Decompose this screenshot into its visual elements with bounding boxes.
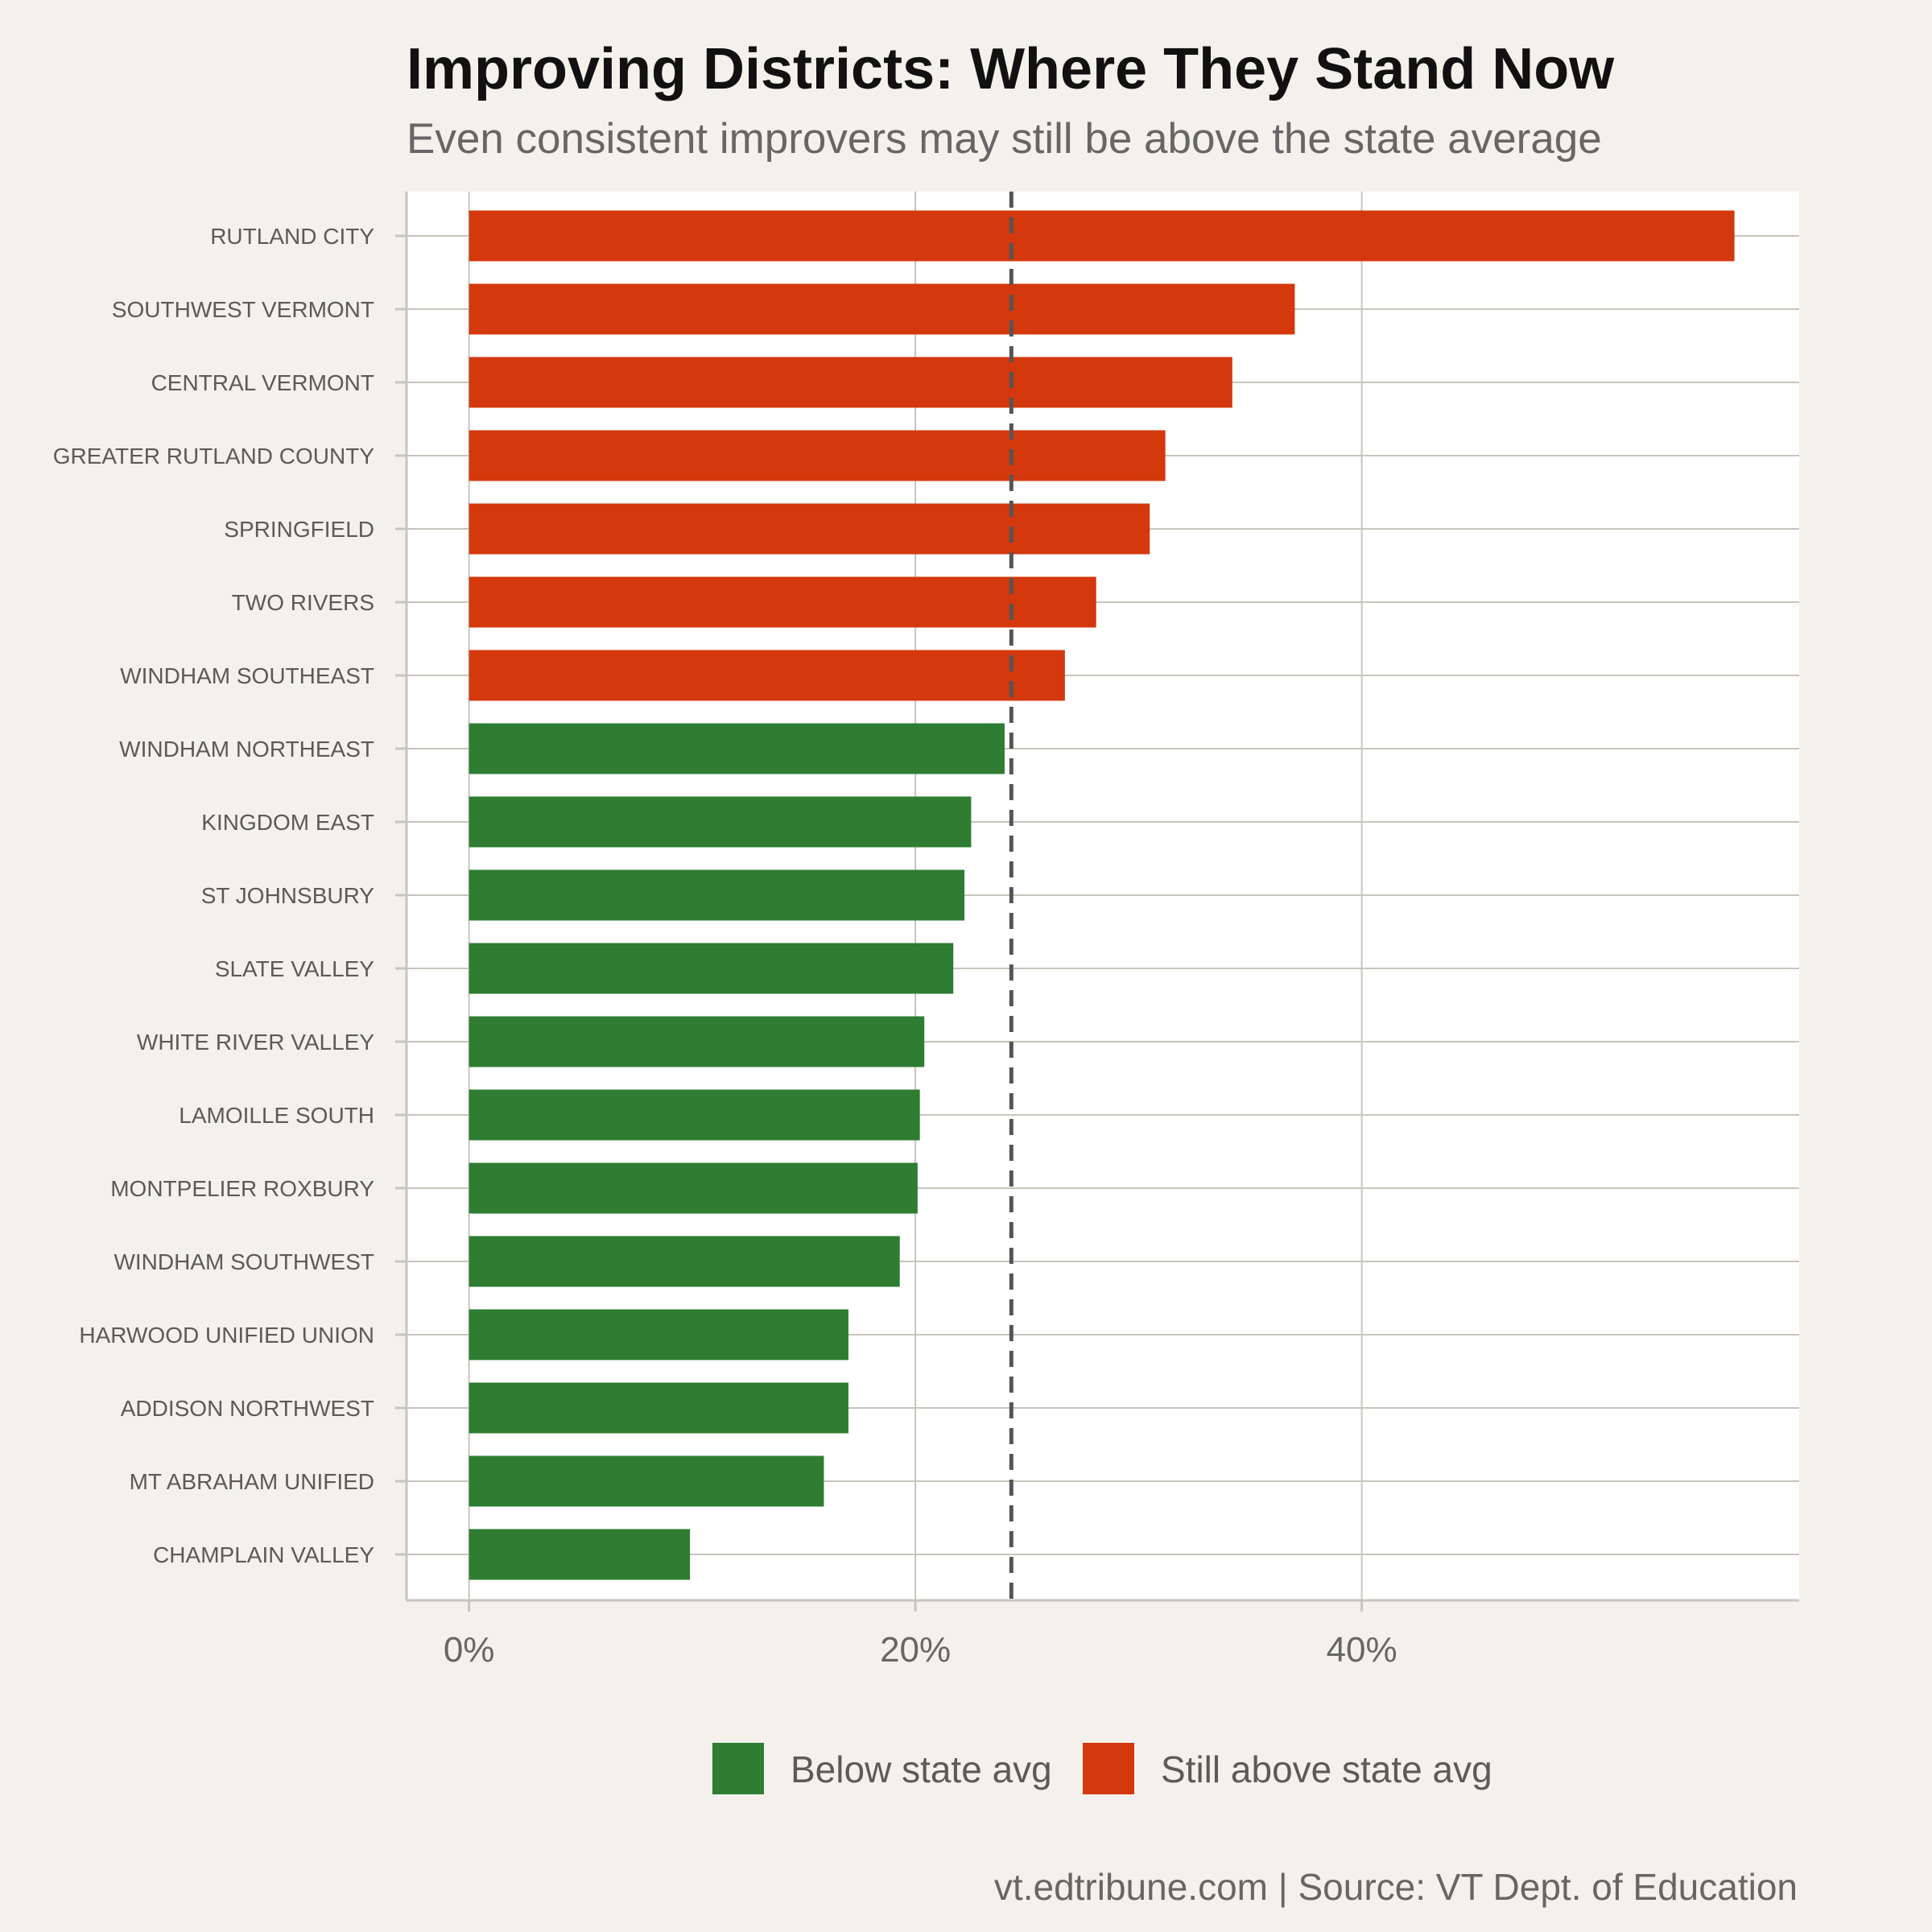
chart-subtitle: Even consistent improvers may still be a… bbox=[407, 115, 1602, 163]
bar-greater-rutland-county bbox=[469, 430, 1166, 481]
category-label: WHITE RIVER VALLEY bbox=[137, 1030, 374, 1055]
caption: vt.edtribune.com | Source: VT Dept. of E… bbox=[994, 1866, 1798, 1908]
category-label: SPRINGFIELD bbox=[224, 517, 374, 542]
x-tick-label: 40% bbox=[1327, 1630, 1397, 1670]
bar-lamoille-south bbox=[469, 1089, 920, 1141]
bars bbox=[469, 210, 1735, 1580]
bar-white-river-valley bbox=[469, 1016, 925, 1067]
category-label: MONTPELIER ROXBURY bbox=[110, 1176, 374, 1201]
category-label: LAMOILLE SOUTH bbox=[179, 1103, 374, 1128]
bar-springfield bbox=[469, 503, 1150, 555]
category-label: MT ABRAHAM UNIFIED bbox=[130, 1469, 374, 1494]
category-label: WINDHAM SOUTHWEST bbox=[114, 1249, 374, 1274]
bar-central-vermont bbox=[469, 357, 1232, 408]
bar-st-johnsbury bbox=[469, 869, 965, 921]
x-tick-label: 20% bbox=[880, 1630, 951, 1670]
x-tick-labels: 0% 20% 40% bbox=[444, 1630, 1397, 1670]
category-label: TWO RIVERS bbox=[232, 590, 374, 615]
category-label: CHAMPLAIN VALLEY bbox=[153, 1542, 374, 1567]
category-label: KINGDOM EAST bbox=[201, 810, 374, 835]
category-labels: RUTLAND CITY SOUTHWEST VERMONT CENTRAL VER… bbox=[53, 224, 375, 1567]
category-label: CENTRAL VERMONT bbox=[151, 370, 374, 395]
axes bbox=[395, 192, 1799, 1612]
bar-montpelier-roxbury bbox=[469, 1162, 918, 1214]
bar-champlain-valley bbox=[469, 1529, 691, 1580]
category-label: HARWOOD UNIFIED UNION bbox=[79, 1323, 374, 1348]
legend-label-above: Still above state avg bbox=[1161, 1748, 1492, 1790]
category-label: ADDISON NORTHWEST bbox=[121, 1396, 374, 1421]
legend-swatch-below bbox=[712, 1743, 764, 1794]
bar-two-rivers bbox=[469, 576, 1096, 628]
category-label: WINDHAM SOUTHEAST bbox=[120, 663, 374, 688]
bar-mt-abraham-unified bbox=[469, 1455, 824, 1507]
category-label: SLATE VALLEY bbox=[215, 956, 374, 981]
x-tick-label: 0% bbox=[444, 1630, 495, 1670]
bar-slate-valley bbox=[469, 943, 954, 994]
category-label: GREATER RUTLAND COUNTY bbox=[53, 444, 375, 469]
bar-southwest-vermont bbox=[469, 283, 1295, 335]
bar-windham-southwest bbox=[469, 1236, 900, 1287]
legend-label-below: Below state avg bbox=[791, 1748, 1052, 1790]
bar-windham-northeast bbox=[469, 723, 1005, 774]
category-label: RUTLAND CITY bbox=[210, 224, 374, 249]
bar-addison-northwest bbox=[469, 1382, 848, 1434]
category-label: ST JOHNSBURY bbox=[201, 883, 375, 908]
category-label: SOUTHWEST VERMONT bbox=[112, 297, 374, 322]
chart-title: Improving Districts: Where They Stand No… bbox=[407, 37, 1615, 101]
bar-rutland-city bbox=[469, 210, 1735, 262]
legend: Below state avg Still above state avg bbox=[712, 1743, 1492, 1794]
bar-windham-southeast bbox=[469, 650, 1065, 701]
bar-kingdom-east bbox=[469, 796, 972, 848]
legend-swatch-above bbox=[1083, 1743, 1134, 1794]
bar-harwood-unified-union bbox=[469, 1309, 848, 1360]
category-label: WINDHAM NORTHEAST bbox=[119, 737, 374, 762]
